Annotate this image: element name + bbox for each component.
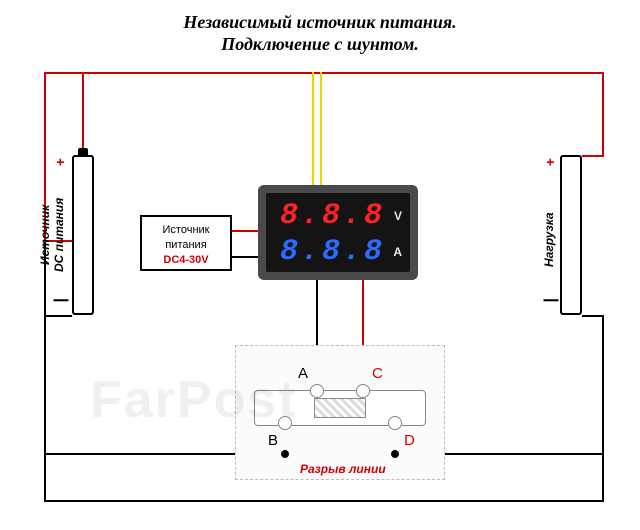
shunt-label-c: C [372,365,383,382]
aux-psu-l2: питания [142,238,230,253]
shunt-resistor [314,398,366,418]
battery-minus: | [52,298,70,302]
load-box [560,155,582,315]
wire-yellow-2 [320,72,322,185]
wire-main-pos-top [44,72,604,74]
title-line1: Независимый источник питания. [0,12,640,33]
meter-unit-a: A [393,245,402,259]
shunt-term-a [310,384,324,398]
meter-unit-v: V [394,209,402,223]
meter-display: 8.8.8 V 8.8.8 A [266,193,410,272]
shunt-term-d [388,416,402,430]
aux-psu-voltage: DC4-30V [142,253,230,268]
battery-label-2: DC питания [52,175,66,295]
meter-current-display: 8.8.8 [280,235,385,269]
aux-psu-box: Источник питания DC4-30V [140,215,232,271]
node-b [281,450,289,458]
battery-cap [78,148,88,155]
aux-psu-l1: Источник [142,223,230,238]
line-break-label: Разрыв линии [300,462,386,476]
shunt-label-b: B [268,432,278,449]
wire-yellow-1 [312,72,314,185]
wire-main-pos-right-down [602,72,604,157]
shunt-label-d: D [404,432,415,449]
wire-main-neg-right [602,315,604,502]
load-plus: + [542,158,558,166]
battery-label-1: Источник [38,175,52,295]
node-d [391,450,399,458]
load-minus: | [542,298,560,302]
dc-power-source [72,155,94,315]
wire-main-neg-to-batt [44,315,72,317]
wire-aux-pos [232,230,258,232]
shunt-term-b [278,416,292,430]
shunt-term-c [356,384,370,398]
battery-plus: + [52,158,68,166]
wire-main-neg-bot-left [44,500,604,502]
shunt-label-a: A [298,365,308,382]
wire-main-pos-to-load [582,155,604,157]
meter-voltage-display: 8.8.8 [280,199,385,233]
volt-amp-meter: 8.8.8 V 8.8.8 A [258,185,418,280]
wire-aux-neg [232,256,258,258]
wire-main-pos-left-up [82,72,84,148]
wire-main-neg-to-load [582,315,604,317]
title-line2: Подключение с шунтом. [0,34,640,55]
load-label: Нагрузка [542,195,556,285]
